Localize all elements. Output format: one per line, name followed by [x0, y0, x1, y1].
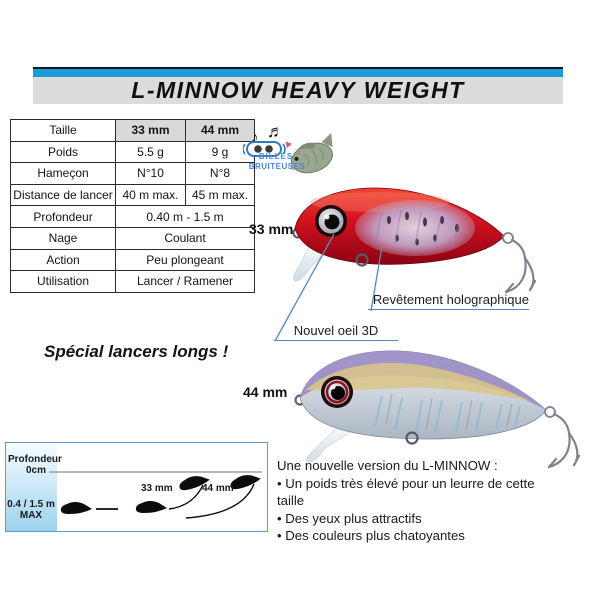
- spec-label: Profondeur: [10, 205, 116, 228]
- svg-text:♪: ♪: [251, 129, 259, 146]
- description-bullet: • Des yeux plus attractifs: [277, 510, 422, 526]
- spec-value: N°8: [185, 162, 255, 185]
- music-notes-icon: ♪ ♬: [251, 122, 284, 146]
- table-row: Distance de lancer 40 m max. 45 m max.: [10, 183, 255, 207]
- spec-col-44: 44 mm: [185, 119, 255, 142]
- table-row: Taille 33 mm 44 mm: [10, 119, 255, 142]
- spec-value: 5.5 g: [115, 140, 186, 164]
- lure-33-image: [292, 187, 537, 294]
- spec-value: 45 m max.: [185, 183, 255, 207]
- lure-44-image: [294, 350, 581, 469]
- table-row: Action Peu plongeant: [10, 248, 255, 272]
- spec-value: 9 g: [185, 140, 255, 164]
- description-block: Une nouvelle version du L-MINNOW : • Un …: [277, 457, 552, 544]
- depth-gradient-strip: [6, 443, 57, 531]
- treble-hook-icon: [544, 406, 581, 469]
- spec-label: Action: [10, 248, 116, 272]
- table-row: Poids 5.5 g 9 g: [10, 140, 255, 164]
- fish-icon: [290, 132, 333, 174]
- title-banner: L-MINNOW HEAVY WEIGHT: [33, 77, 563, 104]
- depth-title: Profondeur: [8, 454, 62, 465]
- table-row: Utilisation Lancer / Ramener: [10, 270, 255, 293]
- svg-text:♥: ♥: [283, 139, 293, 152]
- description-intro: Une nouvelle version du L-MINNOW :: [277, 458, 498, 473]
- table-row: Profondeur 0.40 m - 1.5 m: [10, 205, 255, 228]
- depth-diagram: Profondeur 0cm 0.4 / 1.5 m MAX 33 mm 44 …: [5, 442, 268, 532]
- spec-label: Poids: [10, 140, 116, 164]
- hearts-icon: ♥ ♡: [283, 139, 302, 159]
- spec-value: 0.40 m - 1.5 m: [115, 205, 255, 228]
- callout-line-holographic: [370, 245, 383, 312]
- spec-label: Distance de lancer: [10, 183, 116, 207]
- spec-value: Peu plongeant: [115, 248, 255, 272]
- svg-text:♬: ♬: [267, 122, 284, 141]
- max-word-label: MAX: [19, 510, 43, 521]
- tagline: Spécial lancers longs !: [44, 342, 229, 361]
- spec-label: Nage: [10, 226, 116, 250]
- logo-text-line2: BRUITEUSES: [248, 162, 306, 171]
- surface-depth-label: 0cm: [25, 465, 46, 476]
- description-bullet: • Un poids très élevé pour un leurre de …: [277, 476, 535, 509]
- callout-eye-label: Nouvel oeil 3D: [274, 323, 398, 341]
- lure-33-size-label: 33 mm: [249, 221, 294, 237]
- rattle-logo: ♪ ♬ ♥ ♡: [243, 122, 333, 174]
- spec-label: Utilisation: [10, 270, 116, 293]
- callout-line-eye: [274, 233, 335, 342]
- callout-holographic-label: Revêtement holographique: [368, 292, 529, 310]
- spec-value: Lancer / Ramener: [115, 270, 255, 293]
- spec-value: 40 m max.: [115, 183, 186, 207]
- diagram-33mm-label: 33 mm: [141, 483, 173, 494]
- treble-hook-icon: [502, 232, 537, 294]
- page-title: L-MINNOW HEAVY WEIGHT: [131, 77, 465, 103]
- depth-diagram-graphics: [49, 471, 262, 519]
- svg-text:♡: ♡: [292, 147, 302, 158]
- title-accent-bar: [33, 69, 563, 77]
- specs-table: Taille 33 mm 44 mm Poids 5.5 g 9 g Hameç…: [10, 119, 255, 293]
- max-depth-label: 0.4 / 1.5 m: [7, 499, 55, 510]
- lure-44-size-label: 44 mm: [243, 384, 288, 400]
- spec-label: Hameçon: [10, 162, 116, 185]
- spec-label: Taille: [10, 119, 116, 142]
- rattle-balls-icon: [243, 141, 286, 157]
- logo-text-line1: BILLES: [258, 152, 294, 161]
- spec-value: Coulant: [115, 226, 255, 250]
- table-row: Nage Coulant: [10, 226, 255, 250]
- description-bullet: • Des couleurs plus chatoyantes: [277, 527, 465, 543]
- spec-col-33: 33 mm: [115, 119, 186, 142]
- spec-value: N°10: [115, 162, 186, 185]
- table-row: Hameçon N°10 N°8: [10, 162, 255, 185]
- title-top-rule: [33, 67, 563, 69]
- diagram-44mm-label: 44 mm: [202, 483, 234, 494]
